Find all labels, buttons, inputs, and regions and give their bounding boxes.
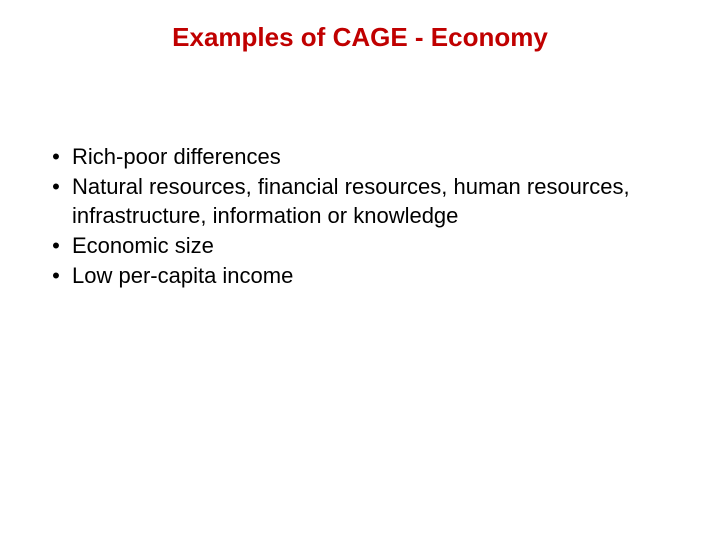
bullet-text: Natural resources, financial resources, …: [72, 172, 680, 231]
bullet-text: Rich-poor differences: [72, 142, 680, 172]
list-item: •Natural resources, financial resources,…: [40, 172, 680, 231]
list-item: •Rich-poor differences: [40, 142, 680, 172]
bullet-text: Economic size: [72, 231, 680, 261]
slide: Examples of CAGE - Economy •Rich-poor di…: [0, 0, 720, 540]
slide-title: Examples of CAGE - Economy: [0, 22, 720, 53]
bullet-marker: •: [40, 261, 72, 291]
bullet-marker: •: [40, 142, 72, 172]
bullet-list: •Rich-poor differences•Natural resources…: [40, 142, 680, 290]
bullet-text: Low per-capita income: [72, 261, 680, 291]
list-item: •Economic size: [40, 231, 680, 261]
bullet-marker: •: [40, 231, 72, 261]
bullet-marker: •: [40, 172, 72, 202]
list-item: •Low per-capita income: [40, 261, 680, 291]
